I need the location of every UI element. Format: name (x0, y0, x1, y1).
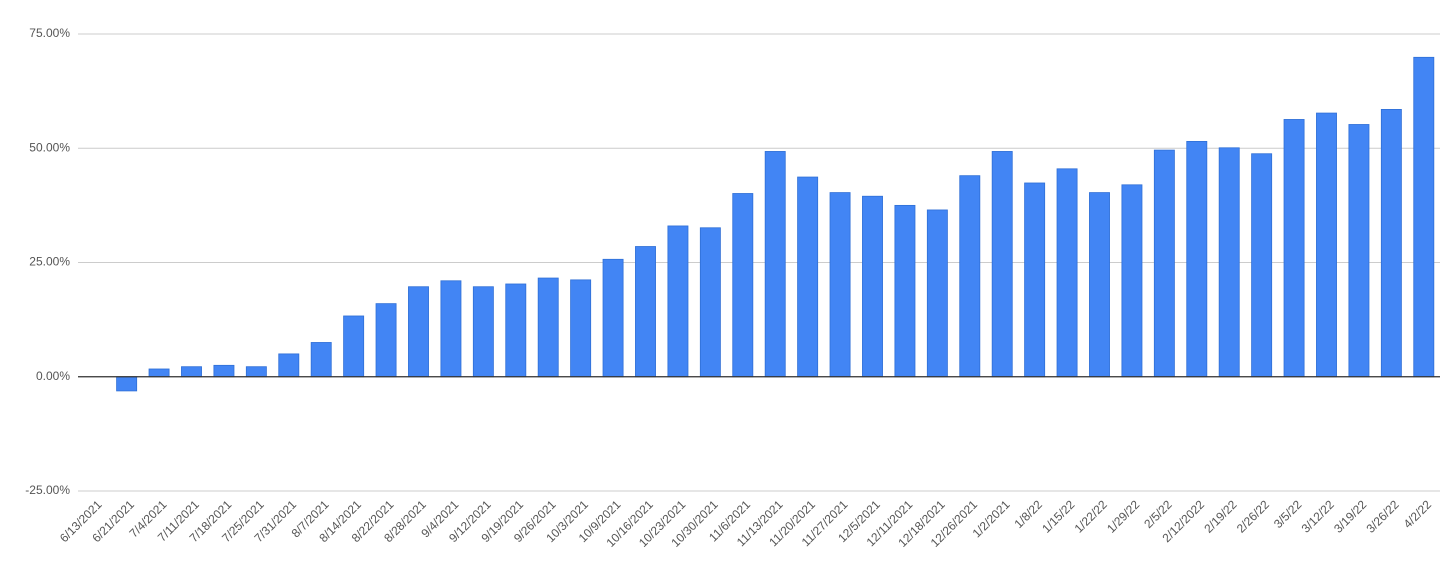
bar (245, 366, 267, 378)
y-tick-label: 0.00% (36, 369, 70, 383)
bar (343, 315, 365, 378)
bar (602, 258, 624, 378)
x-tick-label: 3/19/22 (1331, 497, 1369, 535)
bar (635, 246, 656, 378)
bar (1251, 153, 1273, 378)
bar (570, 279, 592, 378)
bar (926, 209, 948, 378)
bar (181, 366, 202, 378)
bar (1186, 140, 1208, 378)
bar (505, 283, 527, 378)
bar (278, 353, 300, 378)
bar (797, 176, 819, 378)
bar (1024, 182, 1046, 378)
x-tick-label: 3/26/22 (1364, 497, 1402, 535)
bar (408, 286, 429, 378)
bar (1316, 112, 1337, 378)
y-tick-label: 50.00% (29, 140, 70, 154)
bar (894, 204, 916, 378)
bar (1121, 184, 1143, 378)
x-tick-label: 1/15/22 (1039, 497, 1077, 535)
bar (1218, 147, 1240, 378)
bar (699, 227, 721, 378)
bar (959, 175, 981, 378)
x-tick-label: 3/12/22 (1299, 497, 1337, 535)
bar (440, 280, 462, 378)
bar (862, 195, 883, 378)
bar (1348, 124, 1370, 378)
bar (537, 277, 559, 378)
x-tick-label: 2/19/22 (1201, 497, 1239, 535)
bar (1089, 192, 1110, 378)
bar (310, 342, 332, 378)
bar (116, 376, 138, 392)
bar (764, 151, 786, 378)
y-tick-label: 25.00% (29, 255, 70, 269)
bar (991, 151, 1013, 378)
bar (829, 192, 851, 378)
y-tick-label: 75.00% (29, 26, 70, 40)
bar (667, 225, 689, 378)
bar (213, 364, 235, 378)
x-tick-label: 1/29/22 (1104, 497, 1142, 535)
bar (1056, 168, 1078, 378)
bar (1380, 109, 1402, 378)
x-tick-label: 4/2/22 (1401, 497, 1435, 531)
bar (1283, 119, 1305, 378)
y-tick-label: -25.00% (25, 483, 70, 497)
bar (148, 368, 170, 378)
x-tick-label: 1/22/22 (1072, 497, 1110, 535)
bar (472, 286, 494, 378)
bar (1413, 56, 1435, 378)
bar (732, 193, 754, 378)
x-tick-label: 2/26/22 (1234, 497, 1272, 535)
bar (375, 303, 397, 378)
bar (1153, 149, 1175, 378)
